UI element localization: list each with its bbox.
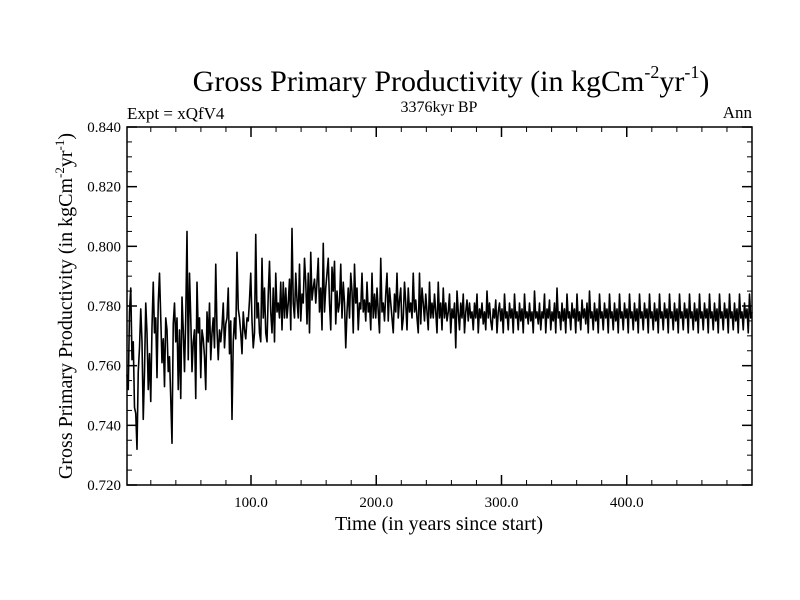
x-tick-label: 300.0 (485, 495, 519, 511)
ylabel-sup2: -1 (52, 140, 67, 151)
ylabel-end: ) (55, 133, 77, 140)
x-tick-label: 400.0 (610, 495, 644, 511)
x-axis-label: Time (in years since start) (335, 513, 543, 535)
x-tick-label: 100.0 (234, 495, 268, 511)
subtitle-left: Expt = xQfV4 (127, 104, 225, 123)
chart-title: Gross Primary Productivity (in kgCm-2yr-… (193, 62, 710, 98)
title-sup1: -2 (644, 62, 659, 82)
title-end: ) (699, 65, 709, 98)
x-tick-label: 200.0 (359, 495, 393, 511)
y-axis-label: Gross Primary Productivity (in kgCm-2yr-… (52, 133, 77, 479)
y-tick-label: 0.840 (87, 120, 121, 136)
ylabel-main: Gross Primary Productivity (in kgCm (55, 178, 77, 480)
title-sup2: -1 (684, 62, 699, 82)
y-tick-label: 0.780 (87, 299, 121, 315)
y-tick-label: 0.760 (87, 359, 121, 375)
x-axis: 100.0 200.0 300.0 400.0 (150, 127, 728, 511)
title-mid: yr (659, 65, 684, 98)
subtitle-center: 3376kyr BP (401, 99, 478, 116)
series-line-gpp (126, 227, 753, 451)
title-main: Gross Primary Productivity (in kgCm (193, 65, 645, 98)
ylabel-mid: yr (55, 150, 77, 167)
y-tick-label: 0.800 (87, 239, 121, 255)
y-tick-label: 0.820 (87, 180, 121, 196)
subtitle-right: Ann (723, 103, 753, 122)
y-tick-label: 0.720 (87, 478, 121, 494)
y-tick-label: 0.740 (87, 418, 121, 434)
ylabel-sup1: -2 (52, 167, 67, 178)
y-axis: 0.720 0.740 0.760 0.780 0.800 0.820 0.840 (87, 120, 752, 494)
